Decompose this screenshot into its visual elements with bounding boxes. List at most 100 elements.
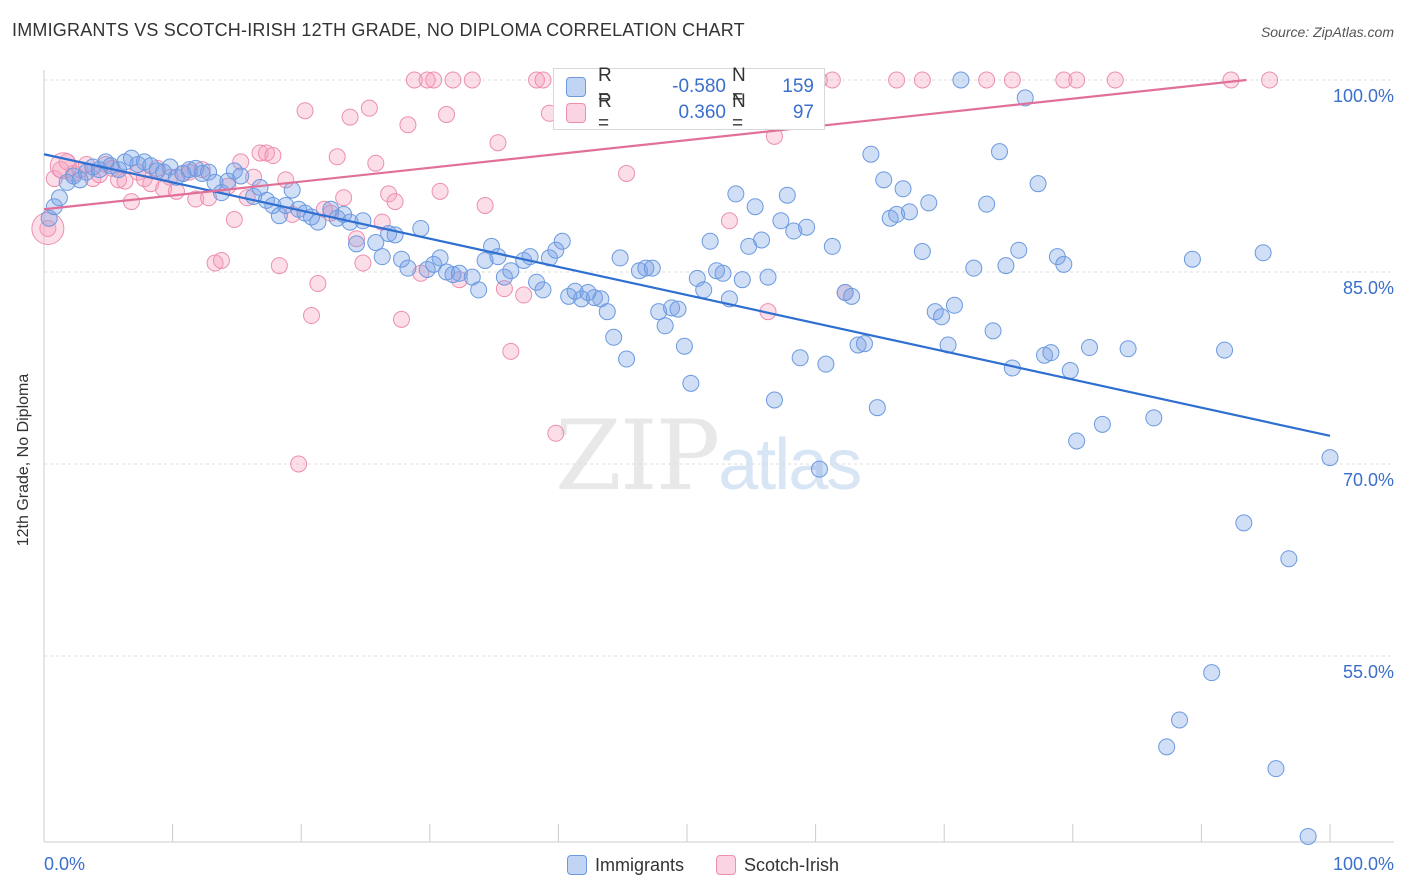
immigrants-point xyxy=(1216,341,1234,359)
scotch-irish-point xyxy=(347,230,365,248)
r-label: R = xyxy=(598,91,612,134)
scotch-irish-point xyxy=(425,71,443,89)
n-value: 97 xyxy=(792,102,814,123)
y-axis-label: 12th Grade, No Diploma xyxy=(15,373,32,547)
immigrants-point xyxy=(862,145,880,163)
legend-label-scotch-irish: Scotch-Irish xyxy=(743,854,840,875)
y-tick-label: 85.0% xyxy=(1343,278,1394,298)
stats-row-immigrants: R = -0.580 N = 159 xyxy=(566,65,814,108)
scotch-irish-point xyxy=(232,153,250,171)
immigrants-point xyxy=(50,189,68,207)
n-label: N = xyxy=(732,65,746,108)
scotch-irish-point xyxy=(122,193,140,211)
scotch-irish-point xyxy=(296,102,314,120)
immigrants-point xyxy=(785,222,803,240)
immigrants-point xyxy=(1299,827,1317,845)
immigrants-point xyxy=(990,143,1008,161)
immigrants-points xyxy=(40,71,1339,845)
immigrants-point xyxy=(193,164,211,182)
y-axis-label-wrap: 12th Grade, No Diploma xyxy=(15,374,44,547)
immigrants-point xyxy=(778,186,796,204)
scotch-irish-point xyxy=(1106,71,1124,89)
scotch-irish-point xyxy=(720,212,738,230)
scotch-irish-point xyxy=(528,71,546,89)
scotch-irish-point xyxy=(399,116,417,134)
scotch-irish-point xyxy=(225,211,243,229)
immigrants-point xyxy=(58,173,76,191)
scotch-irish-point xyxy=(438,106,456,124)
scotch-irish-point xyxy=(187,190,205,208)
scotch-irish-point xyxy=(290,455,308,473)
bottom-legend: Immigrants Scotch-Irish xyxy=(0,852,1406,878)
immigrants-point xyxy=(444,266,462,284)
immigrants-point xyxy=(759,268,777,286)
immigrants-point xyxy=(283,181,301,199)
immigrants-point xyxy=(798,218,816,236)
scotch-irish-point xyxy=(534,71,552,89)
immigrants-point xyxy=(1061,362,1079,380)
scotch-irish-point xyxy=(444,71,462,89)
immigrants-point xyxy=(450,264,468,282)
immigrants-point xyxy=(1321,449,1339,467)
immigrants-point xyxy=(817,355,835,373)
immigrants-point xyxy=(978,195,996,213)
scotch-irish-point xyxy=(367,154,385,172)
legend-swatch-scotch-irish xyxy=(715,855,736,875)
immigrants-trend-line xyxy=(43,153,1331,437)
scotch-irish-point xyxy=(913,71,931,89)
scotch-irish-point xyxy=(245,168,263,186)
scotch-irish-point xyxy=(405,71,423,89)
immigrants-point xyxy=(534,281,552,299)
immigrants-point xyxy=(682,374,700,392)
scotch-irish-point xyxy=(360,99,378,117)
scotch-irish-point xyxy=(418,71,436,89)
scotch-irish-point xyxy=(335,189,353,207)
immigrants-point xyxy=(476,251,494,269)
scotch-irish-point xyxy=(309,275,327,293)
immigrants-point xyxy=(675,337,693,355)
immigrants-point xyxy=(611,249,629,267)
scotch-irish-point xyxy=(823,71,841,89)
immigrants-point xyxy=(200,163,218,181)
immigrants-point xyxy=(489,248,507,266)
scotch-irish-point xyxy=(264,147,282,165)
immigrants-point xyxy=(1042,344,1060,362)
scotch-irish-point xyxy=(212,251,230,269)
immigrants-point xyxy=(933,308,951,326)
scotch-irish-point xyxy=(251,144,269,162)
scotch-irish-point xyxy=(618,164,636,182)
immigrants-point xyxy=(1119,340,1137,358)
immigrants-point xyxy=(952,71,970,89)
immigrants-point xyxy=(431,249,449,267)
scotch-irish-point xyxy=(354,254,372,272)
scotch-irish-point xyxy=(495,280,513,298)
y-tick-label: 70.0% xyxy=(1343,470,1394,490)
stats-row-scotch-irish: R = 0.360 N = 97 xyxy=(566,91,814,134)
immigrants-point xyxy=(945,296,963,314)
immigrants-point xyxy=(585,289,603,307)
stats-swatch-scotch-irish xyxy=(566,103,586,123)
immigrants-point xyxy=(399,259,417,277)
immigrants-point xyxy=(888,205,906,223)
immigrants-point xyxy=(1158,738,1176,756)
immigrants-point xyxy=(1016,89,1034,107)
legend-swatch-immigrants xyxy=(566,855,587,875)
immigrants-point xyxy=(791,349,809,367)
immigrants-point xyxy=(701,232,719,250)
immigrants-point xyxy=(618,350,636,368)
legend-item-scotch-irish[interactable]: Scotch-Irish xyxy=(715,852,840,878)
scotch-irish-point xyxy=(1055,71,1073,89)
legend-item-immigrants[interactable]: Immigrants xyxy=(566,852,684,878)
scotch-irish-point xyxy=(110,171,128,189)
immigrants-point xyxy=(1280,550,1298,568)
scotch-irish-point xyxy=(393,310,411,328)
scotch-irish-point xyxy=(489,134,507,152)
immigrants-point xyxy=(733,271,751,289)
immigrants-point xyxy=(1171,711,1189,729)
immigrants-point xyxy=(270,207,288,225)
scotch-irish-point xyxy=(978,71,996,89)
immigrants-point xyxy=(997,257,1015,275)
immigrants-point xyxy=(894,180,912,198)
immigrants-point xyxy=(502,262,520,280)
immigrants-point xyxy=(984,322,1002,340)
